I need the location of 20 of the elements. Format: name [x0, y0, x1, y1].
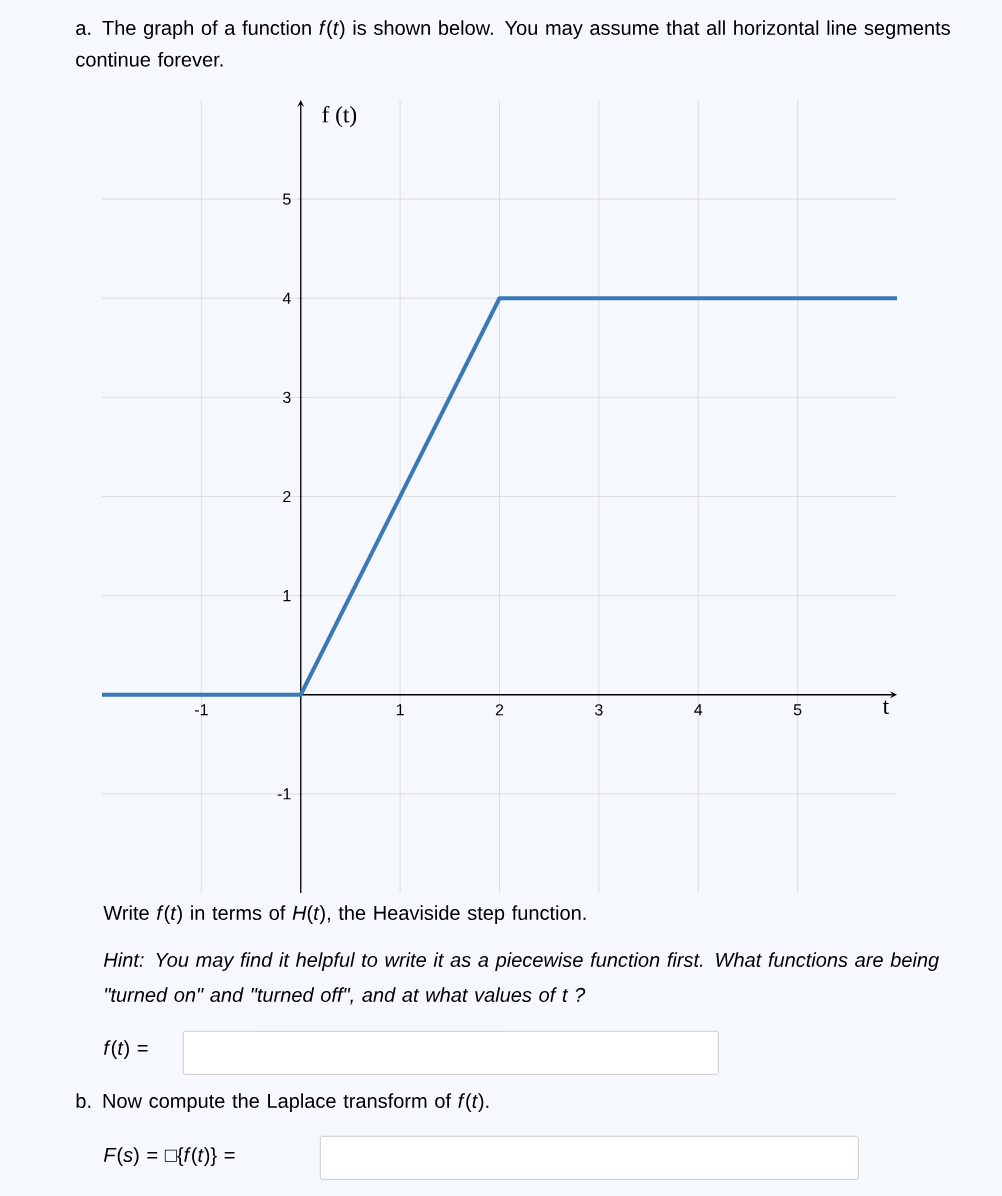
y-tick-label: 3 — [283, 391, 291, 404]
text: F(s) = □{f(t)} = — [103, 1147, 235, 1166]
y-tick-label: 5 — [283, 193, 291, 205]
text: f(t) = — [104, 1040, 148, 1059]
y-axis-title: f (t) — [322, 105, 357, 128]
text: Hint: You may find it helpful to write it as a piecewise function first. What functions are being "turned on" and "turned off", and at what values of t ? — [103, 952, 939, 1005]
y-tick-label: -1 — [277, 788, 291, 800]
x-tick-label: 1 — [396, 704, 404, 716]
x-axis-title: t — [882, 700, 889, 715]
x-tick-label: 2 — [495, 704, 504, 716]
x-tick-label: 4 — [694, 704, 703, 716]
y-tick-label: 1 — [283, 590, 291, 602]
x-tick-label: 5 — [793, 704, 802, 716]
text: b. Now compute the Laplace transform of f(t). — [76, 1093, 489, 1112]
x-tick-label: 3 — [595, 704, 603, 716]
chart-title: a. The graph of a function f(t) is shown below. You may assume that all horizontal line segments continue forever. — [76, 20, 950, 67]
text: Write f(t) in terms of H(t), the Heaviside step function. — [103, 905, 586, 924]
y-tick-label: 4 — [282, 292, 291, 304]
y-tick-label: 2 — [283, 490, 291, 503]
x-tick-label: -1 — [194, 704, 208, 716]
